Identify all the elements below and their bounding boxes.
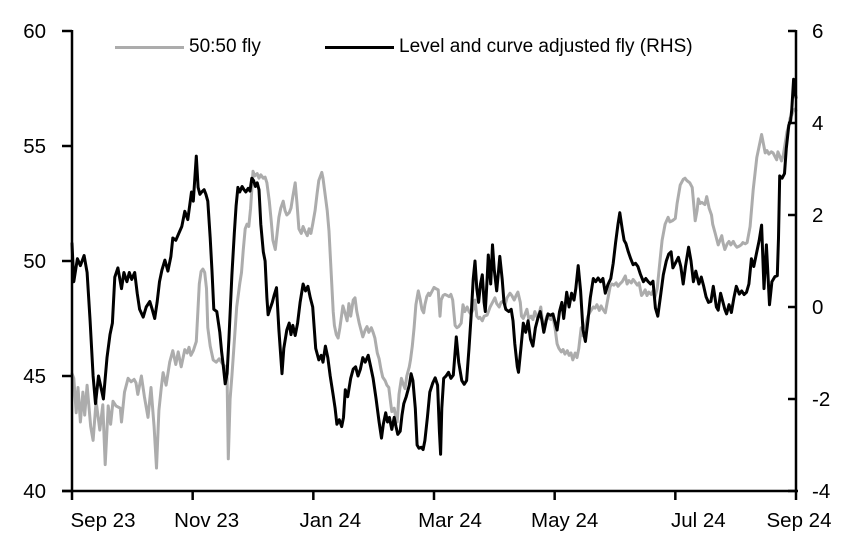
y-right-tick-label: 0 [812, 296, 823, 319]
series-line-5050-fly [70, 107, 798, 470]
legend-label-level-curve-adjusted-fly: Level and curve adjusted fly (RHS) [399, 36, 693, 57]
legend-line-swatch-gray [115, 45, 184, 49]
x-axis-tick-label: May 24 [531, 509, 598, 532]
y-left-tick-label: 50 [23, 250, 46, 273]
y-left-tick-label: 55 [23, 135, 46, 158]
x-axis-tick-label: Sep 24 [767, 509, 832, 532]
x-axis-tick-label: Mar 24 [418, 509, 482, 532]
y-right-tick-label: 6 [812, 20, 823, 43]
x-axis-tick-label: Jan 24 [300, 509, 362, 532]
y-right-tick-label: -4 [812, 480, 830, 503]
y-right-tick-label: 4 [812, 112, 823, 135]
x-axis-tick-label: Jul 24 [671, 509, 726, 532]
x-axis-tick-label: Sep 23 [71, 509, 136, 532]
y-left-tick-label: 45 [23, 365, 46, 388]
y-right-tick-label: 2 [812, 204, 823, 227]
legend-item-5050-fly: 50:50 fly [115, 36, 261, 58]
y-left-tick-label: 40 [23, 480, 46, 503]
legend-label-5050-fly: 50:50 fly [189, 36, 261, 57]
legend-line-swatch-black [325, 45, 394, 49]
y-left-tick-label: 60 [23, 20, 46, 43]
legend-item-level-curve-adjusted-fly: Level and curve adjusted fly (RHS) [325, 36, 693, 58]
x-axis-tick-label: Nov 23 [174, 509, 239, 532]
series-line-level-curve-adjusted-fly [70, 77, 798, 456]
y-right-tick-label: -2 [812, 388, 830, 411]
